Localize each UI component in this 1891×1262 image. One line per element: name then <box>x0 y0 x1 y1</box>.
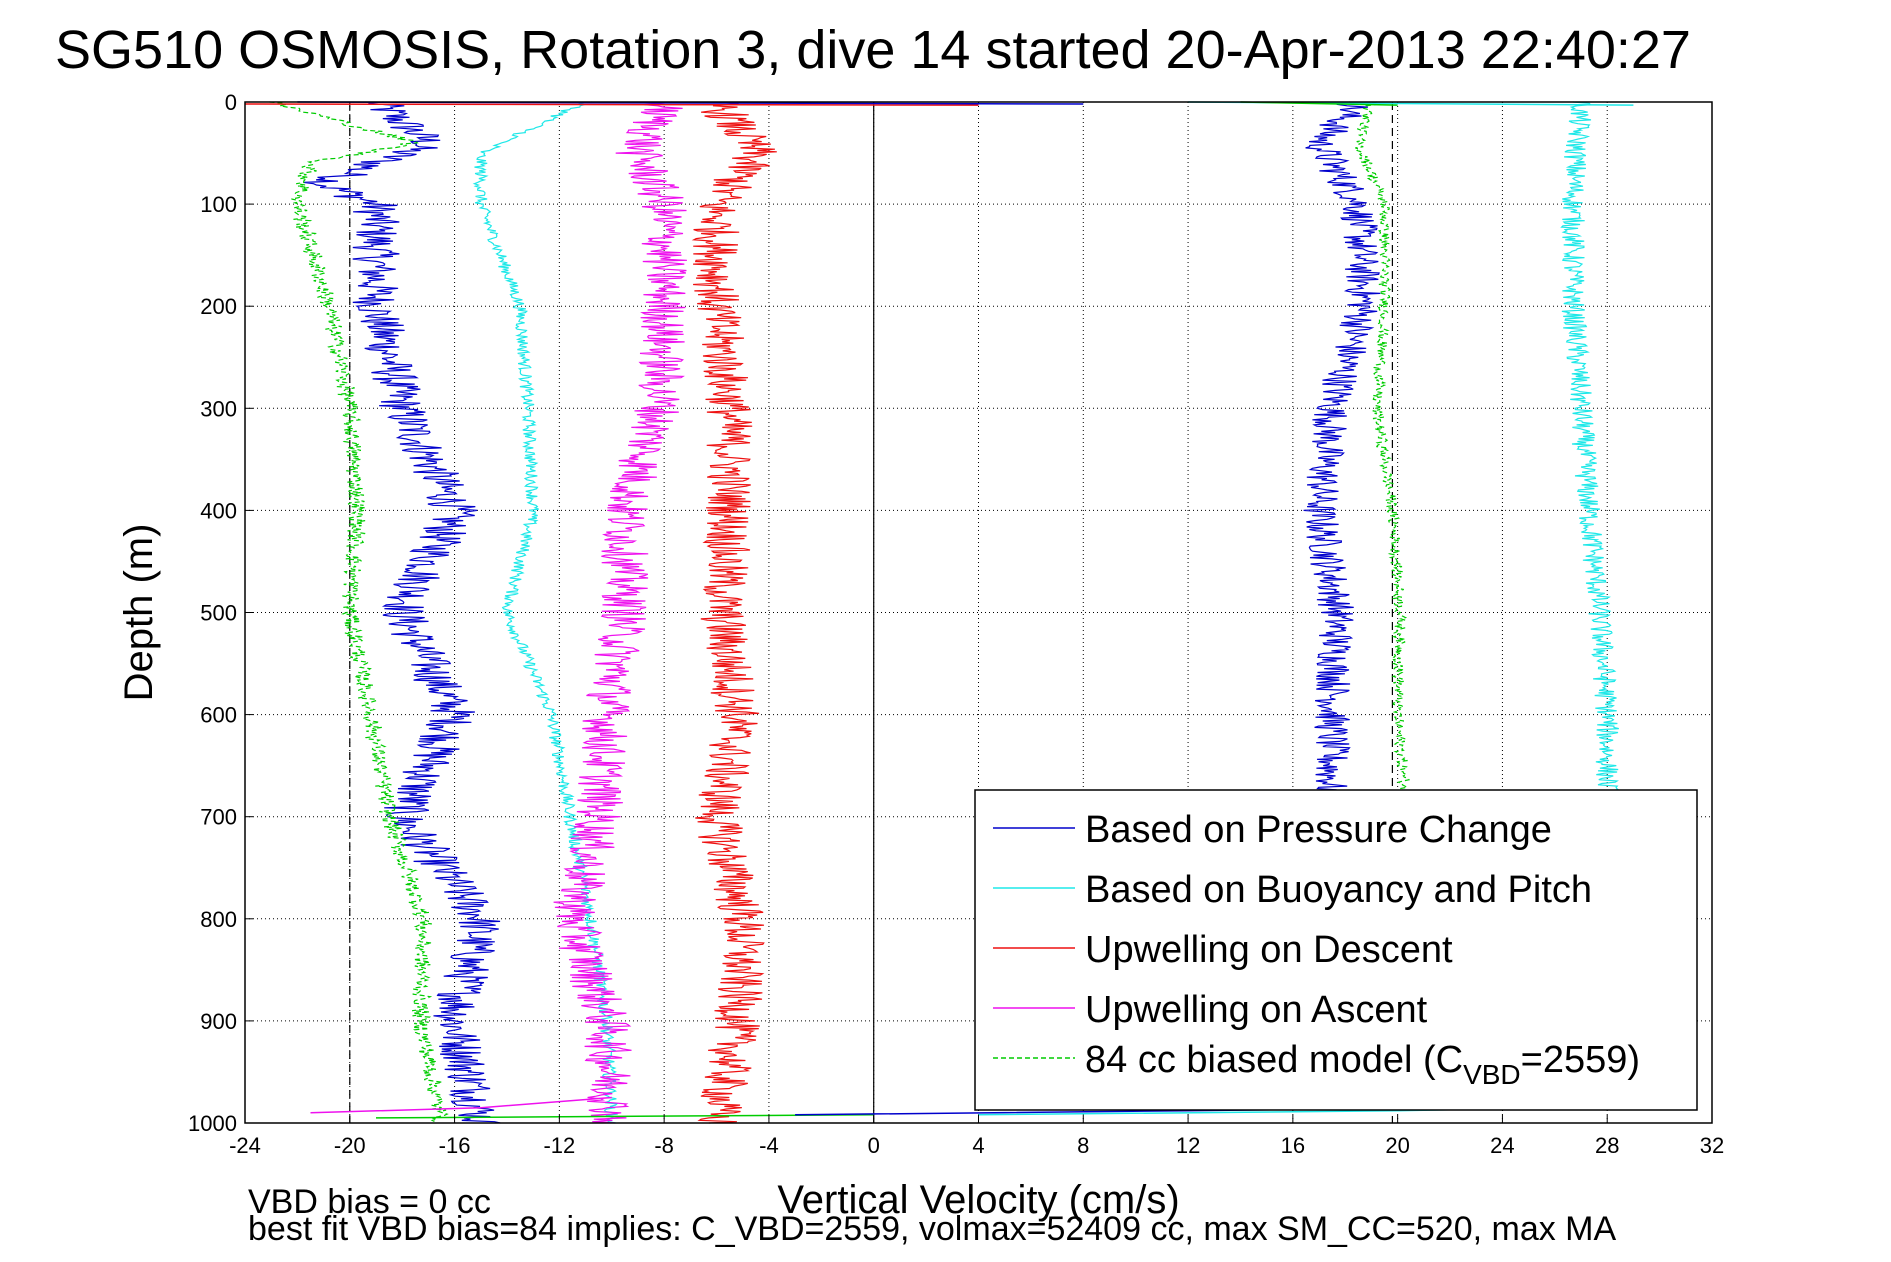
x-tick-label: -8 <box>654 1133 674 1158</box>
legend: Based on Pressure Change Based on Buoyanc… <box>974 789 1698 1111</box>
footer-best-fit: best fit VBD bias=84 implies: C_VBD=2559… <box>248 1210 1617 1248</box>
legend-label: Upwelling on Ascent <box>1085 989 1428 1031</box>
series-spike <box>375 1114 874 1119</box>
x-tick-label: 16 <box>1281 1133 1305 1158</box>
series-line <box>303 101 501 1124</box>
y-tick-label: 700 <box>200 805 237 830</box>
legend-label: Upwelling on Descent <box>1085 929 1453 971</box>
x-tick-label: 8 <box>1077 1133 1089 1158</box>
y-tick-label: 400 <box>200 498 237 523</box>
axis-ticks: -24 -20 -16 -12 -8 -4 0 4 8 12 16 20 24 28 32 0 100 200 30… <box>188 90 1724 1158</box>
x-axis-label: Vertical Velocity (cm/s) <box>777 1178 1179 1222</box>
x-tick-label: -16 <box>439 1133 471 1158</box>
y-tick-label: 900 <box>200 1009 237 1034</box>
x-tick-label: -24 <box>229 1133 261 1158</box>
x-tick-label: 32 <box>1700 1133 1724 1158</box>
y-tick-label: 500 <box>200 601 237 626</box>
series-line <box>1355 101 1412 797</box>
x-tick-label: 20 <box>1385 1133 1409 1158</box>
x-tick-label: -12 <box>543 1133 575 1158</box>
y-tick-label: 600 <box>200 703 237 728</box>
series-line <box>691 101 777 1124</box>
x-tick-label: -4 <box>759 1133 779 1158</box>
series-spike <box>310 1096 612 1114</box>
y-tick-label: 100 <box>200 192 237 217</box>
y-axis-label: Depth (m) <box>117 524 161 702</box>
y-tick-label: 0 <box>225 90 237 115</box>
y-tick-label: 200 <box>200 294 237 319</box>
footer-vbd-bias: VBD bias = 0 cc <box>248 1183 491 1221</box>
legend-label: Based on Pressure Change <box>1085 809 1552 851</box>
x-tick-label: 4 <box>972 1133 984 1158</box>
x-tick-label: -20 <box>334 1133 366 1158</box>
legend-label: Based on Buoyancy and Pitch <box>1085 869 1592 911</box>
chart-title: SG510 OSMOSIS, Rotation 3, dive 14 start… <box>55 20 1691 80</box>
y-tick-label: 1000 <box>188 1111 237 1136</box>
series-line <box>1303 101 1381 818</box>
x-tick-label: 28 <box>1595 1133 1619 1158</box>
series-line <box>1560 101 1621 817</box>
series-line <box>269 101 449 1124</box>
x-tick-label: 0 <box>868 1133 880 1158</box>
x-tick-label: 12 <box>1176 1133 1200 1158</box>
series-line <box>553 101 687 1124</box>
y-tick-label: 300 <box>200 396 237 421</box>
x-tick-label: 24 <box>1490 1133 1514 1158</box>
legend-box <box>974 789 1698 1111</box>
legend-label: 84 cc biased model (CVBD=2559) <box>1085 1039 1640 1090</box>
series-spike <box>244 103 979 106</box>
y-tick-label: 800 <box>200 907 237 932</box>
grid <box>245 102 1712 1123</box>
